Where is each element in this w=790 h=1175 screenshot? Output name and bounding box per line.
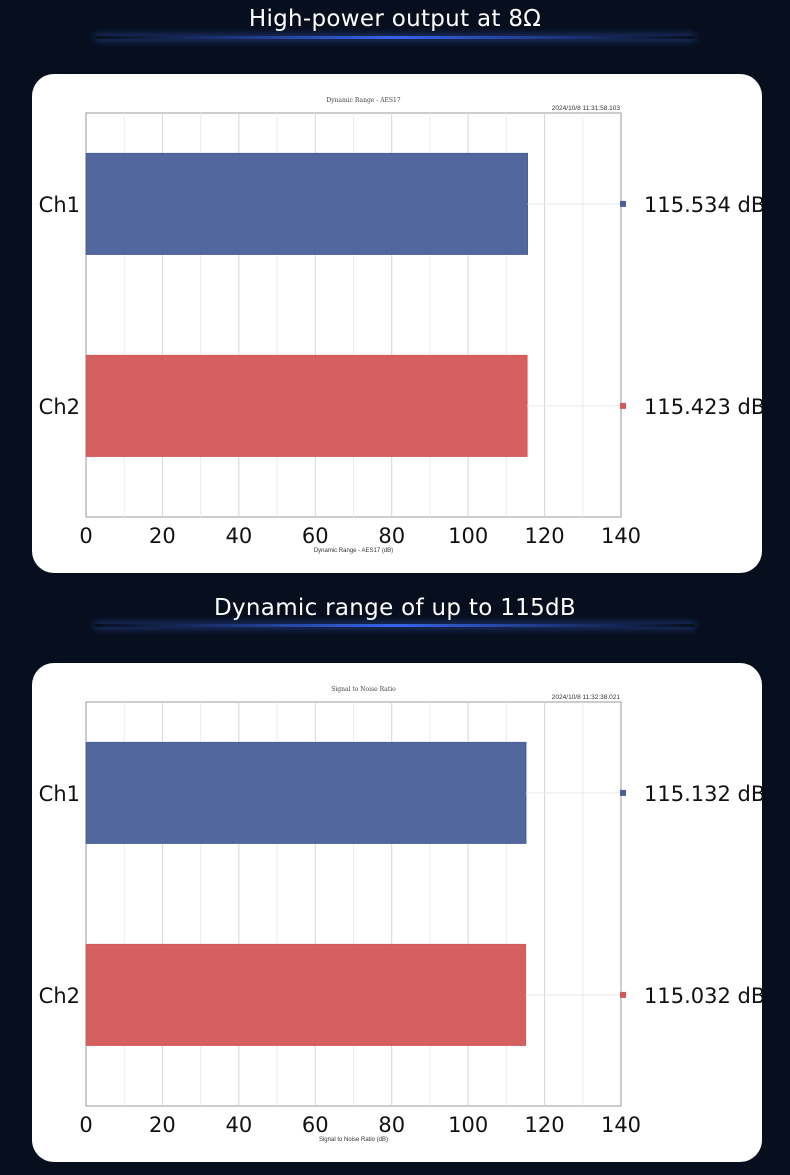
bar-ch1 xyxy=(85,741,527,844)
bar-ch1 xyxy=(85,152,529,255)
value-label-ch1: 115.132 dB xyxy=(644,782,762,806)
legend-marker-ch2 xyxy=(620,991,626,998)
legend-marker-ch2 xyxy=(620,402,626,409)
chart-timestamp: 2024/10/8 11:32:38.021 xyxy=(552,694,621,701)
chart-dynamic-range: Dynamic Range - AES17 2024/10/8 11:31:58.… xyxy=(39,97,762,554)
heading-middle-underline xyxy=(95,624,695,627)
value-label-ch2: 115.032 dB xyxy=(644,984,762,1008)
x-tick-label: 40 xyxy=(225,1113,252,1137)
chart-card-2: Signal to Noise Ratio 2024/10/8 11:32:38.… xyxy=(32,663,762,1162)
x-tick-label: 40 xyxy=(225,524,252,548)
bar-ch2 xyxy=(85,354,528,457)
x-axis-title: Dynamic Range - AES17 (dB) xyxy=(314,548,393,554)
x-axis-title: Signal to Noise Ratio (dB) xyxy=(319,1137,388,1143)
x-tick-label: 120 xyxy=(525,1113,565,1137)
x-tick-label: 140 xyxy=(601,1113,641,1137)
category-label-ch1: Ch1 xyxy=(39,193,80,217)
legend-marker-ch1 xyxy=(620,789,626,796)
chart-title: Signal to Noise Ratio xyxy=(331,686,396,693)
chart-snr: Signal to Noise Ratio 2024/10/8 11:32:38.… xyxy=(39,686,762,1143)
x-tick-label: 140 xyxy=(601,524,641,548)
chart-card-1: Dynamic Range - AES17 2024/10/8 11:31:58.… xyxy=(32,74,762,573)
x-tick-label: 0 xyxy=(79,1113,92,1137)
chart-timestamp: 2024/10/8 11:31:58.103 xyxy=(552,105,621,112)
category-label-ch2: Ch2 xyxy=(39,984,80,1008)
x-tick-label: 100 xyxy=(448,1113,488,1137)
value-label-ch2: 115.423 dB xyxy=(644,395,762,419)
chart-title: Dynamic Range - AES17 xyxy=(326,97,400,104)
x-tick-label: 20 xyxy=(149,524,176,548)
x-tick-label: 60 xyxy=(302,524,329,548)
x-tick-label: 80 xyxy=(378,524,405,548)
x-tick-label: 120 xyxy=(525,524,565,548)
legend-marker-ch1 xyxy=(620,200,626,207)
value-label-ch1: 115.534 dB xyxy=(644,193,762,217)
x-tick-label: 100 xyxy=(448,524,488,548)
x-tick-label: 80 xyxy=(378,1113,405,1137)
x-tick-label: 60 xyxy=(302,1113,329,1137)
heading-top: High-power output at 8Ω xyxy=(248,6,542,32)
bar-ch2 xyxy=(85,943,527,1046)
heading-middle: Dynamic range of up to 115dB xyxy=(214,595,576,621)
category-label-ch1: Ch1 xyxy=(39,782,80,806)
category-label-ch2: Ch2 xyxy=(39,395,80,419)
x-tick-label: 20 xyxy=(149,1113,176,1137)
x-tick-label: 0 xyxy=(79,524,92,548)
heading-top-underline xyxy=(95,36,695,39)
